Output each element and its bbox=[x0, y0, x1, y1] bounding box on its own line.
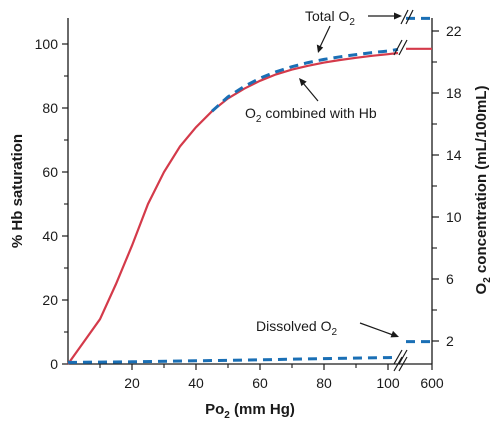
x-axis-break-mark-2 bbox=[398, 356, 408, 372]
tick-marks bbox=[62, 30, 439, 370]
annotation-dissolved-o2-arrowhead bbox=[390, 330, 399, 338]
annotation-total-o2-arrowhead bbox=[394, 12, 402, 20]
y-right-tick-label: 18 bbox=[446, 85, 462, 101]
series-line-o2-combined-with-hb bbox=[67, 51, 399, 365]
total-o2-upper-break-mark-1 bbox=[400, 9, 409, 25]
annotation-total-o2-lower-arrowhead bbox=[316, 44, 324, 53]
y-left-tick-label: 100 bbox=[35, 36, 59, 52]
x-tick-label: 60 bbox=[252, 375, 268, 391]
total-o2-break-mark-1 bbox=[393, 39, 403, 56]
tick-labels: 0 20 40 60 80 100 22 18 14 10 6 2 20 40 60 80 100 600 bbox=[35, 23, 462, 391]
y-left-tick-label: 60 bbox=[42, 164, 58, 180]
x-tick-label: 600 bbox=[420, 375, 444, 391]
y-right-tick-label: 6 bbox=[446, 271, 454, 287]
y-right-tick-label: 2 bbox=[446, 333, 454, 349]
x-axis-break bbox=[393, 356, 408, 372]
x-tick-label: 20 bbox=[124, 375, 140, 391]
annotations: Total O2 O2 combined with Hb Dissolved O… bbox=[245, 8, 402, 338]
y-left-tick-label: 0 bbox=[50, 356, 58, 372]
dissolved-o2-break-mark-2 bbox=[398, 349, 408, 365]
line-breaks bbox=[393, 9, 414, 365]
annotation-dissolved-o2-arrow bbox=[359, 322, 394, 336]
total-o2-break-mark-2 bbox=[398, 39, 408, 56]
y-right-tick-label: 22 bbox=[446, 23, 462, 39]
y-left-tick-label: 20 bbox=[42, 292, 58, 308]
total-o2-upper-break bbox=[400, 9, 414, 25]
y-left-tick-label: 40 bbox=[42, 228, 58, 244]
annotation-total-o2: Total O2 bbox=[305, 8, 355, 28]
series-line-total-o2 bbox=[210, 47, 399, 113]
annotation-o2-combined-with-hb: O2 combined with Hb bbox=[245, 105, 377, 125]
annotation-total-o2-lower-arrow bbox=[319, 25, 331, 48]
dissolved-o2-break bbox=[393, 349, 408, 365]
x-tick-label: 80 bbox=[316, 375, 332, 391]
y-axis-right-title: O2 concentration (mL/100mL) bbox=[473, 86, 493, 295]
y-right-tick-label: 10 bbox=[446, 209, 462, 225]
y-right-tick-label: 14 bbox=[446, 147, 462, 163]
annotation-o2-combined-arrow bbox=[302, 82, 319, 102]
axes bbox=[67, 18, 433, 372]
y-left-tick-label: 80 bbox=[42, 100, 58, 116]
series-layer bbox=[67, 16, 432, 365]
total-o2-break bbox=[393, 39, 408, 56]
annotation-dissolved-o2: Dissolved O2 bbox=[256, 318, 337, 338]
dissolved-o2-break-mark-1 bbox=[393, 349, 403, 365]
series-line-dissolved-o2 bbox=[67, 355, 399, 364]
x-tick-label: 40 bbox=[188, 375, 204, 391]
x-tick-label: 100 bbox=[376, 375, 400, 391]
x-axis-break-mark-1 bbox=[393, 356, 403, 372]
annotation-o2-combined-arrowhead bbox=[299, 78, 307, 87]
total-o2-upper-break-mark-2 bbox=[405, 9, 414, 25]
y-axis-left-title: % Hb saturation bbox=[9, 134, 26, 248]
x-axis-title: Po2 (mm Hg) bbox=[205, 401, 295, 421]
